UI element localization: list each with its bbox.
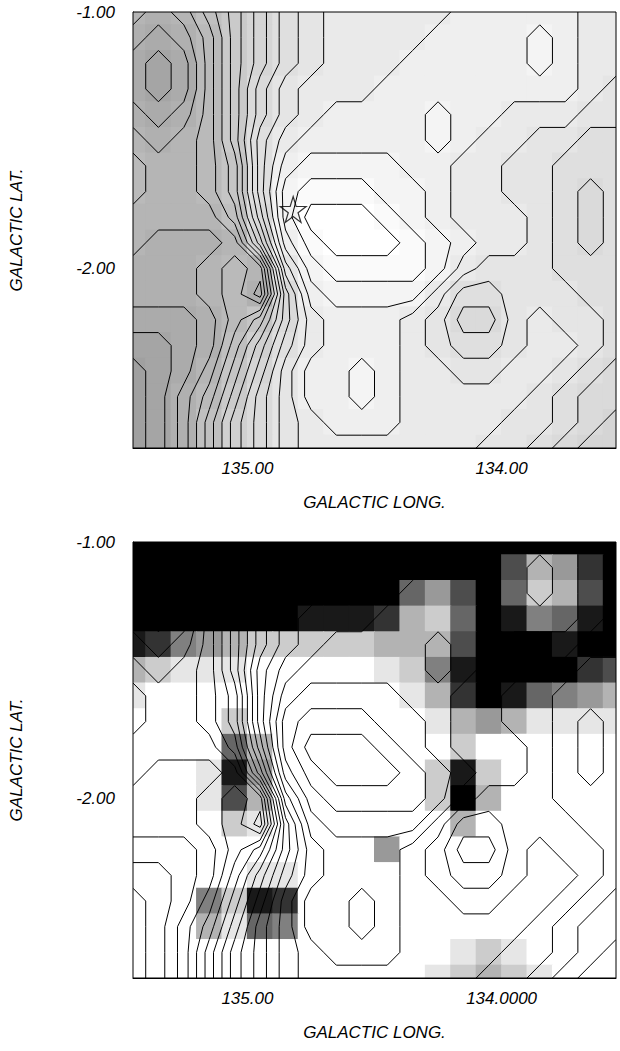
- svg-text:-1.00: -1.00: [76, 3, 115, 22]
- svg-text:135.00: 135.00: [221, 459, 274, 478]
- svg-text:GALACTIC LONG.: GALACTIC LONG.: [303, 1023, 446, 1042]
- svg-text:135.00: 135.00: [221, 989, 274, 1008]
- svg-text:GALACTIC LONG.: GALACTIC LONG.: [303, 493, 446, 512]
- svg-text:-2.00: -2.00: [76, 789, 115, 808]
- svg-text:-2.00: -2.00: [76, 259, 115, 278]
- svg-text:GALACTIC LAT.: GALACTIC LAT.: [7, 169, 26, 292]
- svg-text:-1.00: -1.00: [76, 533, 115, 552]
- svg-text:134.0000: 134.0000: [466, 989, 537, 1008]
- svg-text:GALACTIC LAT.: GALACTIC LAT.: [7, 699, 26, 822]
- svg-text:134.00: 134.00: [476, 459, 529, 478]
